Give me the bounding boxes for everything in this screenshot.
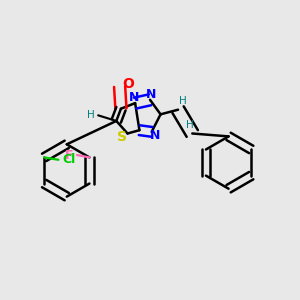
Text: F: F bbox=[65, 148, 74, 161]
Text: N: N bbox=[128, 91, 139, 104]
Text: Cl: Cl bbox=[62, 153, 75, 166]
Text: S: S bbox=[117, 130, 127, 144]
Text: N: N bbox=[146, 88, 156, 101]
Text: H: H bbox=[186, 120, 194, 130]
Text: O: O bbox=[122, 77, 134, 91]
Text: H: H bbox=[87, 110, 94, 120]
Text: N: N bbox=[150, 129, 160, 142]
Text: H: H bbox=[179, 96, 186, 106]
